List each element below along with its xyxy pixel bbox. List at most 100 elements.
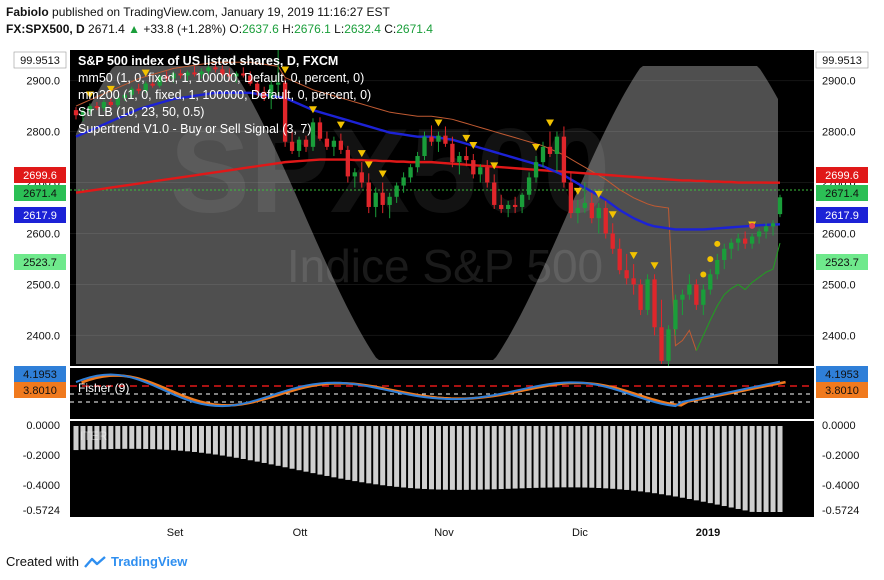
price-label-text: 2671.4 xyxy=(825,188,859,200)
sell-signal-marker xyxy=(490,162,499,170)
sell-signal-marker xyxy=(378,170,387,178)
candle-body xyxy=(701,289,706,305)
price-label-text: 2617.9 xyxy=(825,210,859,222)
candle-body xyxy=(415,156,420,168)
iter-bar xyxy=(603,426,609,489)
legend-mm200[interactable]: mm200 (1, 0, fixed, 1, 100000, Default, … xyxy=(78,88,371,102)
candle-body xyxy=(129,88,134,95)
high-label: H: xyxy=(282,22,295,36)
tradingview-brand[interactable]: TradingView xyxy=(110,554,188,569)
sell-signal-marker xyxy=(573,187,582,195)
iter-tick-left: 0.0000 xyxy=(26,420,60,432)
iter-bar xyxy=(582,426,588,488)
time-tick: Dic xyxy=(572,527,588,539)
iter-bar xyxy=(707,426,713,504)
iter-bar xyxy=(763,426,769,512)
price-label-text: 2699.6 xyxy=(23,170,57,182)
iter-bar xyxy=(498,426,504,490)
candle-body xyxy=(645,279,650,310)
iter-bar xyxy=(408,426,414,489)
iter-bar xyxy=(415,426,421,489)
candle-body xyxy=(108,101,114,106)
legend-mm50[interactable]: mm50 (1, 0, fixed, 1, 100000, Default, 0… xyxy=(78,71,364,85)
candle-body xyxy=(303,139,309,147)
close-label: C: xyxy=(384,22,397,36)
cross-signal-dot xyxy=(749,222,756,229)
iter-bar xyxy=(749,426,755,512)
time-tick: Ott xyxy=(293,527,308,539)
iter-bar xyxy=(359,426,365,483)
iter-bar xyxy=(526,426,532,489)
candle-body xyxy=(164,76,169,79)
iter-bar xyxy=(672,426,678,497)
iter-bar xyxy=(735,426,741,509)
candle-body xyxy=(185,72,190,76)
price-label-text: 2523.7 xyxy=(23,257,57,269)
iter-bar xyxy=(652,426,658,494)
candle-body xyxy=(94,106,100,109)
iter-bar xyxy=(185,426,191,452)
sell-signal-marker xyxy=(608,211,617,219)
iter-bar xyxy=(157,426,163,450)
candle-body xyxy=(568,182,574,214)
iter-bar xyxy=(233,426,239,458)
candle-body xyxy=(666,329,671,361)
iter-bar xyxy=(164,426,170,450)
chart-legend: S&P 500 index of US listed shares, D, FX… xyxy=(78,54,371,136)
sell-signal-marker xyxy=(357,150,366,158)
legend-str-lb[interactable]: Str LB (10, 23, 50, 0.5) xyxy=(78,105,204,119)
candle-body xyxy=(659,327,664,361)
iter-bar xyxy=(150,426,156,450)
sell-signal-marker xyxy=(532,144,541,152)
candle-body xyxy=(296,139,302,151)
candle-body xyxy=(638,284,643,310)
candle-body xyxy=(526,177,532,195)
grid-lines xyxy=(70,80,814,336)
candle-body xyxy=(73,110,79,116)
price-label-text: 99.9513 xyxy=(822,55,862,67)
candle-body xyxy=(624,270,629,279)
fisher-level-box-left xyxy=(14,382,66,398)
up-triangle-icon: ▲ xyxy=(128,22,140,36)
iter-bar xyxy=(171,426,177,451)
candle-body xyxy=(603,208,608,234)
candles xyxy=(73,50,783,366)
candle-body xyxy=(206,67,211,72)
price-label-box-right xyxy=(816,254,868,270)
sell-signal-marker xyxy=(629,252,638,260)
iter-bar xyxy=(484,426,490,490)
iter-tick-right: -0.4000 xyxy=(822,480,859,492)
price-tick-left: 2400.0 xyxy=(26,330,60,342)
legend-supertrend[interactable]: Supertrend V1.0 - Buy or Sell Signal (3,… xyxy=(78,122,311,136)
candle-body xyxy=(275,82,281,85)
iter-bar xyxy=(777,426,783,512)
iter-bar xyxy=(205,426,211,454)
sell-signal-marker xyxy=(469,141,478,149)
iter-tick-left: -0.5724 xyxy=(23,505,60,517)
iter-bar xyxy=(373,426,379,485)
open-value: 2637.6 xyxy=(242,22,279,36)
publisher-line: Fabiolo published on TradingView.com, Ja… xyxy=(6,5,390,19)
candle-body xyxy=(345,149,351,177)
candle-body xyxy=(255,83,260,92)
price-tick-left: 2900.0 xyxy=(26,76,60,88)
time-axis[interactable]: Set Ott Nov Dic 2019 xyxy=(167,527,721,539)
author-name[interactable]: Fabiolo xyxy=(6,5,49,19)
iter-bar xyxy=(596,426,602,488)
iter-bar xyxy=(282,426,288,468)
candle-body xyxy=(213,67,218,70)
price-label-text: 99.9513 xyxy=(20,55,60,67)
iter-bar xyxy=(198,426,204,453)
candle-body xyxy=(227,74,232,77)
iter-bar xyxy=(442,426,448,490)
candle-body xyxy=(366,182,371,207)
chart-area[interactable]: SPX500 Indice S&P 500 S&P 500 index of U… xyxy=(0,42,884,546)
iter-bar xyxy=(693,426,699,501)
iter-bar xyxy=(624,426,630,490)
iter-tick-right: -0.5724 xyxy=(822,505,859,517)
candle-body xyxy=(694,284,699,305)
iter-bar xyxy=(700,426,706,502)
sell-signal-marker xyxy=(364,161,373,169)
iter-bar xyxy=(331,426,337,478)
candle-body xyxy=(457,156,462,163)
